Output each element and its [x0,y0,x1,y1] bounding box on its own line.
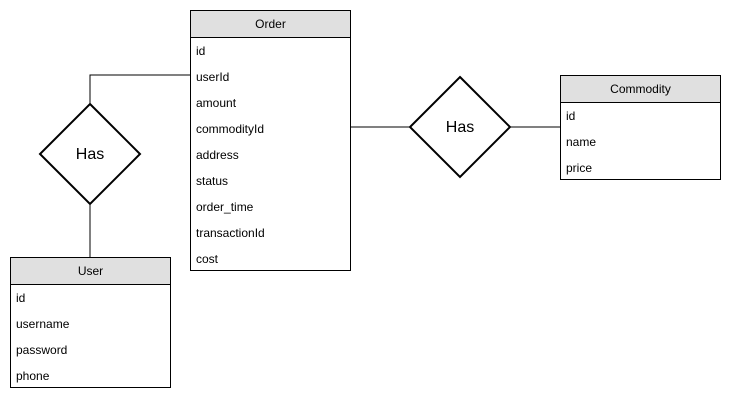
attribute-order-time: order_time [196,200,254,214]
attribute-username: username [16,317,70,331]
entity-title: User [11,258,170,285]
attribute-cost: cost [196,252,219,266]
relationship-label: Has [76,146,104,163]
entity-commodity[interactable]: Commodity id name price [560,75,721,180]
entity-title: Commodity [561,76,720,103]
attribute-address: address [196,148,239,162]
relationship-diamond [408,75,512,179]
relationship-user-order[interactable]: Has [38,102,142,206]
attribute-phone: phone [16,369,50,383]
entity-user[interactable]: User id username password phone [10,257,171,388]
attribute-userid: userId [196,70,230,84]
relationship-order-commodity[interactable]: Has [408,75,512,179]
attribute-commodityid: commodityId [196,122,265,136]
attribute-password: password [16,343,68,357]
relationship-label: Has [446,119,474,136]
relationship-diamond [38,102,142,206]
attribute-name: name [566,135,597,149]
attribute-id: id [16,291,26,305]
connector-has-order [89,74,190,104]
attribute-transactionid: transactionId [196,226,265,240]
entity-order[interactable]: Order id userId amount commodityId addre… [190,10,351,271]
attribute-price: price [566,161,593,175]
attribute-status: status [196,174,229,188]
attribute-amount: amount [196,96,237,110]
entity-title: Order [191,11,350,38]
attribute-id: id [196,44,206,58]
attribute-id: id [566,109,576,123]
